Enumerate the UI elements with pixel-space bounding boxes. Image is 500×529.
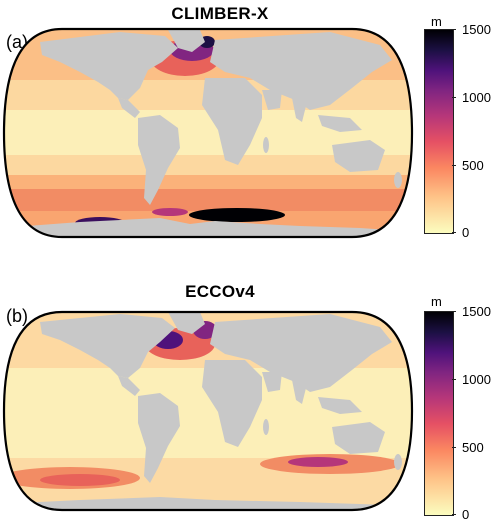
land <box>4 312 412 510</box>
antarctica <box>4 218 412 237</box>
colorbar-tick-label: 0 <box>462 507 470 522</box>
india <box>292 380 308 404</box>
deep-mixing-weddell <box>189 208 285 222</box>
colorbar <box>424 29 454 234</box>
eurasia <box>210 314 392 392</box>
panel-title: CLIMBER-X <box>171 4 269 23</box>
arabia <box>262 90 282 110</box>
arabia <box>262 372 282 392</box>
colorbar-unit: m <box>431 14 442 29</box>
colorbar-tick-label: 1000 <box>462 90 491 105</box>
ocean-band <box>4 175 412 189</box>
colorbar-unit: m <box>431 294 442 309</box>
india <box>292 98 308 122</box>
australia <box>332 422 385 454</box>
deep-mixing-southern <box>152 208 188 216</box>
madagascar <box>263 137 269 153</box>
north-america <box>40 314 175 378</box>
new-zealand <box>394 454 402 470</box>
world-map-eccov4 <box>2 310 414 512</box>
deep-mixing-indian-sector <box>288 457 348 467</box>
colorbar-tickmark <box>452 514 456 515</box>
colorbar-tickmark <box>452 97 456 98</box>
panel-title: ECCOv4 <box>185 282 255 301</box>
africa <box>202 360 262 447</box>
africa <box>202 78 262 165</box>
ocean-band <box>4 189 412 211</box>
australia <box>332 140 385 172</box>
colorbar-tickmark <box>452 447 456 448</box>
central-america <box>118 98 140 118</box>
south-america <box>138 115 180 205</box>
colorbar-tick-label: 0 <box>462 225 470 240</box>
colorbar-tickmark <box>452 165 456 166</box>
map-outline <box>2 310 414 512</box>
southeast-asia-islands <box>318 397 362 414</box>
panel-b: (b) ECCOv4 <box>0 264 500 528</box>
colorbar-tickmark <box>452 311 456 312</box>
panel-label: (b) <box>6 306 28 326</box>
colorbar-tickmark <box>452 29 456 30</box>
panel-a: (a) CLIMBER-X <box>0 0 500 264</box>
greenland <box>168 312 205 334</box>
map-outline <box>2 27 414 239</box>
colorbar-tickmark <box>452 379 456 380</box>
central-america <box>118 376 140 396</box>
colorbar <box>424 311 454 516</box>
colorbar-tick-label: 1000 <box>462 372 491 387</box>
antarctica <box>4 497 412 510</box>
colorbar-tick-label: 1500 <box>462 22 491 37</box>
southeast-asia-islands <box>318 115 362 132</box>
colorbar-tick-label: 500 <box>462 158 484 173</box>
world-map-climber-x <box>2 27 414 239</box>
new-zealand <box>394 172 402 188</box>
south-america <box>138 393 180 483</box>
madagascar <box>263 419 269 435</box>
greenland <box>168 30 205 52</box>
land <box>4 30 412 237</box>
colorbar-tickmark <box>452 232 456 233</box>
colorbar-tick-label: 500 <box>462 440 484 455</box>
colorbar-tick-label: 1500 <box>462 304 491 319</box>
deep-mixing-southeast-pacific <box>40 474 120 486</box>
north-america <box>40 32 178 100</box>
eurasia <box>210 32 392 110</box>
ocean-band <box>4 155 412 175</box>
